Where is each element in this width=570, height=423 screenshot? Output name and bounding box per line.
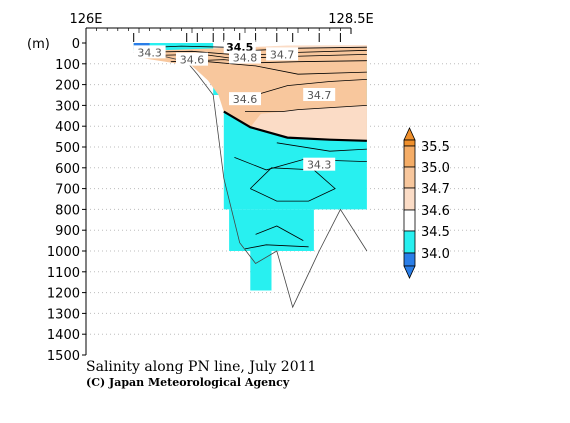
- x-tick-label-126E: 126E: [69, 12, 102, 27]
- contour-label-bg-8: [303, 157, 336, 171]
- colorbar-label-35.5: 35.5: [421, 140, 450, 155]
- contour-labels: 34.534.334.6 34.8 34.734.6 34.734.3: [133, 40, 336, 172]
- contour-label-7: 34.7: [307, 89, 332, 102]
- colorbar-label-35.0: 35.0: [421, 161, 450, 176]
- y-tick-label-1000: 1000: [47, 245, 80, 260]
- sea-bottom-profile: [133, 33, 368, 309]
- colorbar-bottom-arrow: [403, 265, 416, 279]
- y-tick-label-100: 100: [55, 58, 80, 73]
- colorbar-segment-4: [403, 187, 416, 211]
- colorbar-segment-1: [403, 139, 416, 147]
- y-tick-label-1100: 1100: [47, 266, 80, 281]
- contour-label-5: 34.7: [270, 48, 295, 61]
- y-tick-label-300: 300: [55, 99, 80, 114]
- contour-label-3: 34.6: [180, 54, 205, 67]
- y-tick-label-700: 700: [55, 183, 80, 198]
- colorbar-label-34.0: 34.0: [421, 247, 450, 262]
- y-axis-unit-label: (m): [27, 37, 50, 52]
- y-tick-label-1300: 1300: [47, 307, 80, 322]
- contour-label-bg-1: [223, 40, 256, 54]
- contour-label-bg-5: [266, 47, 299, 61]
- bottom-profile-line: [133, 48, 368, 309]
- contour-34-3-deep: [276, 142, 367, 152]
- y-tick-label-0: 0: [72, 37, 80, 52]
- contour-label-bg-2: [133, 45, 166, 59]
- contour-label-bg-6: [229, 92, 261, 106]
- y-tick-label-900: 900: [55, 224, 80, 239]
- fill-light-orange-region: [250, 105, 367, 141]
- colorbar-top-arrow: [403, 127, 416, 141]
- contour-34-3-bottom: [244, 244, 309, 250]
- y-tick-label-1500: 1500: [47, 349, 80, 364]
- x-tick-label-128.5E: 128.5E: [328, 12, 373, 27]
- contour-label-2: 34.3: [137, 46, 162, 59]
- y-tick-label-500: 500: [55, 141, 80, 156]
- y-tick-label-600: 600: [55, 162, 80, 177]
- contour-label-6: 34.6: [233, 93, 258, 106]
- contour-34-3-loop: [250, 167, 336, 202]
- colorbar-segment-3: [403, 166, 416, 189]
- contour-34-7-deep: [255, 79, 367, 96]
- colorbar-segment-7: [403, 252, 416, 267]
- chart-title: Salinity along PN line, July 2011: [86, 359, 317, 375]
- colorbar: 35.5 35.0 34.7 34.6 34.5 34.0: [403, 127, 450, 279]
- y-tick-label-400: 400: [55, 120, 80, 135]
- y-tick-label-800: 800: [55, 203, 80, 218]
- fill-cyan-region-2: [229, 209, 314, 251]
- contour-label-bg-4: [229, 50, 261, 64]
- fill-cyan-region-3: [250, 251, 272, 291]
- colorbar-segment-2: [403, 145, 416, 168]
- contour-label-bg-3: [176, 52, 208, 66]
- contour-label-4: 34.8: [233, 52, 258, 65]
- y-tick-label-1200: 1200: [47, 287, 80, 302]
- contour-34-4-low: [255, 225, 304, 241]
- y-tick-label-1400: 1400: [47, 328, 80, 343]
- colorbar-label-34.6: 34.6: [421, 204, 450, 219]
- contour-34-8: [207, 61, 367, 75]
- contour-label-8: 34.3: [307, 159, 332, 172]
- colorbar-segment-5: [403, 209, 416, 232]
- colorbar-label-34.5: 34.5: [421, 225, 450, 240]
- axes: 126E 128.5E 0 100 200 300 400 500 600 700 800 900 10…: [27, 12, 374, 364]
- contour-label-bg-7: [303, 88, 336, 101]
- y-tick-label-200: 200: [55, 79, 80, 94]
- colorbar-segment-6: [403, 230, 416, 254]
- contour-34-6-deep: [245, 105, 367, 112]
- chart-credit: (C) Japan Meteorological Agency: [86, 376, 290, 389]
- contour-34-5: [223, 110, 367, 142]
- colorbar-label-34.7: 34.7: [421, 182, 450, 197]
